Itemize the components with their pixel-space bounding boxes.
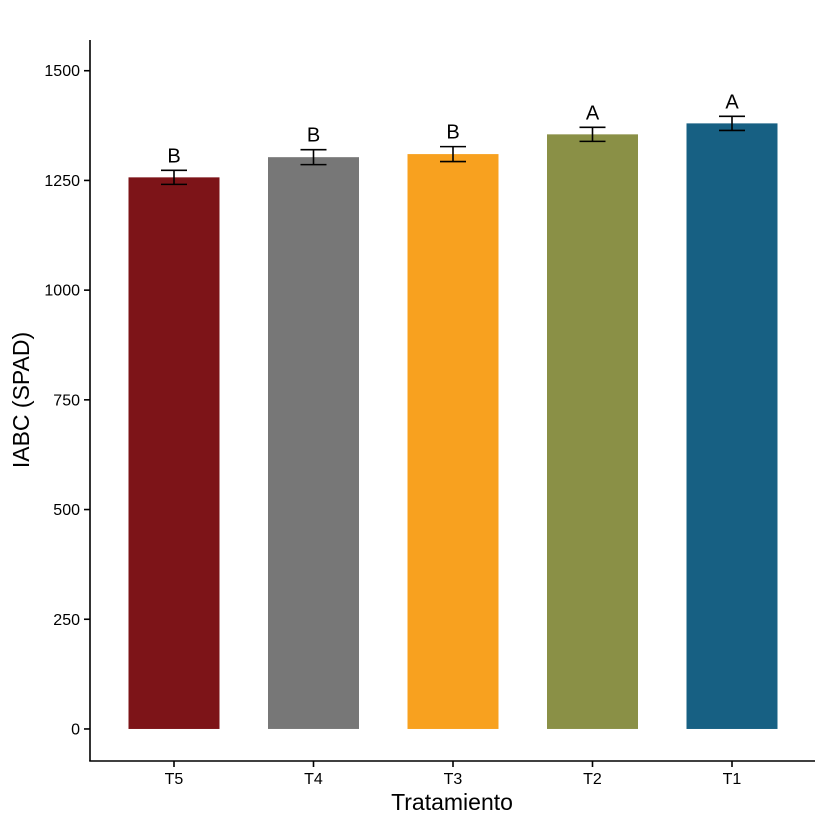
bar-t3 <box>407 154 499 729</box>
group-letter-t4: B <box>307 125 320 147</box>
y-tick-label-750: 750 <box>53 392 80 409</box>
y-tick-label-1250: 1250 <box>44 173 80 190</box>
group-letter-t3: B <box>446 122 459 144</box>
y-tick-label-500: 500 <box>53 502 80 519</box>
bar-t2 <box>547 134 638 729</box>
error-bar-t3 <box>440 145 466 163</box>
group-letters-layer: B B B A A <box>167 91 739 167</box>
y-tick-label-250: 250 <box>53 612 80 629</box>
bar-t1 <box>686 123 778 729</box>
x-tick-label-t3: T3 <box>444 771 463 788</box>
bar-t5 <box>128 177 220 729</box>
error-bar-t5 <box>161 169 187 186</box>
error-bar-t1 <box>719 115 745 132</box>
bars-layer <box>128 123 778 729</box>
y-tick-label-1000: 1000 <box>44 283 80 300</box>
x-tick-label-t2: T2 <box>583 771 602 788</box>
group-letter-t5: B <box>167 145 180 167</box>
error-bars-layer <box>161 115 745 186</box>
x-tick-label-t4: T4 <box>304 771 323 788</box>
x-tick-label-t5: T5 <box>165 771 184 788</box>
group-letter-t1: A <box>725 91 739 113</box>
error-bar-t4 <box>300 148 327 166</box>
y-tick-label-1500: 1500 <box>44 63 80 80</box>
y-axis-title: IABC (SPAD) <box>8 332 34 468</box>
x-tick-label-t1: T1 <box>723 771 742 788</box>
error-bar-t2 <box>579 126 606 143</box>
y-ticks-layer: 0 250 500 750 1000 1250 1500 <box>44 63 90 738</box>
x-axis-title: Tratamiento <box>391 789 513 815</box>
group-letter-t2: A <box>586 102 600 124</box>
y-tick-label-0: 0 <box>71 721 80 738</box>
x-ticks-layer: T5 T4 T3 T2 T1 <box>165 761 742 788</box>
bar-t4 <box>268 157 359 729</box>
